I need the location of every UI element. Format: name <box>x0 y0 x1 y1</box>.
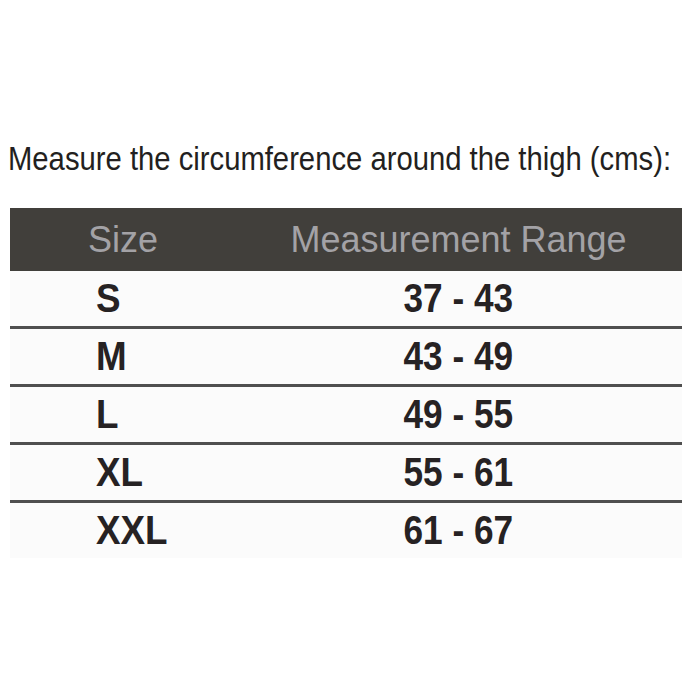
table-row: M 43 - 49 <box>10 326 682 384</box>
range-cell: 37 - 43 <box>235 276 682 321</box>
range-cell: 61 - 67 <box>235 508 682 553</box>
column-header-size: Size <box>10 219 235 261</box>
size-value: XL <box>96 450 143 495</box>
size-cell: XXL <box>10 508 235 553</box>
range-value: 55 - 61 <box>404 450 514 495</box>
table-row: S 37 - 43 <box>10 271 682 326</box>
table-row: XXL 61 - 67 <box>10 500 682 558</box>
size-cell: L <box>10 392 235 437</box>
range-cell: 49 - 55 <box>235 392 682 437</box>
size-chart-table: Size Measurement Range S 37 - 43 M 43 - … <box>10 208 682 558</box>
range-value: 61 - 67 <box>404 508 514 553</box>
size-cell: XL <box>10 450 235 495</box>
range-value: 43 - 49 <box>404 334 514 379</box>
range-value: 37 - 43 <box>404 276 514 321</box>
column-header-measurement-range: Measurement Range <box>235 219 682 261</box>
size-value: XXL <box>96 508 168 553</box>
measurement-instruction-title: Measure the circumference around the thi… <box>8 138 671 178</box>
table-row: L 49 - 55 <box>10 384 682 442</box>
size-cell: S <box>10 276 235 321</box>
size-value: M <box>96 334 127 379</box>
range-cell: 43 - 49 <box>235 334 682 379</box>
size-cell: M <box>10 334 235 379</box>
size-chart-page: Measure the circumference around the thi… <box>0 0 690 700</box>
size-value: L <box>96 392 118 437</box>
table-row: XL 55 - 61 <box>10 442 682 500</box>
size-value: S <box>96 276 121 321</box>
range-cell: 55 - 61 <box>235 450 682 495</box>
table-header-row: Size Measurement Range <box>10 208 682 271</box>
range-value: 49 - 55 <box>404 392 514 437</box>
